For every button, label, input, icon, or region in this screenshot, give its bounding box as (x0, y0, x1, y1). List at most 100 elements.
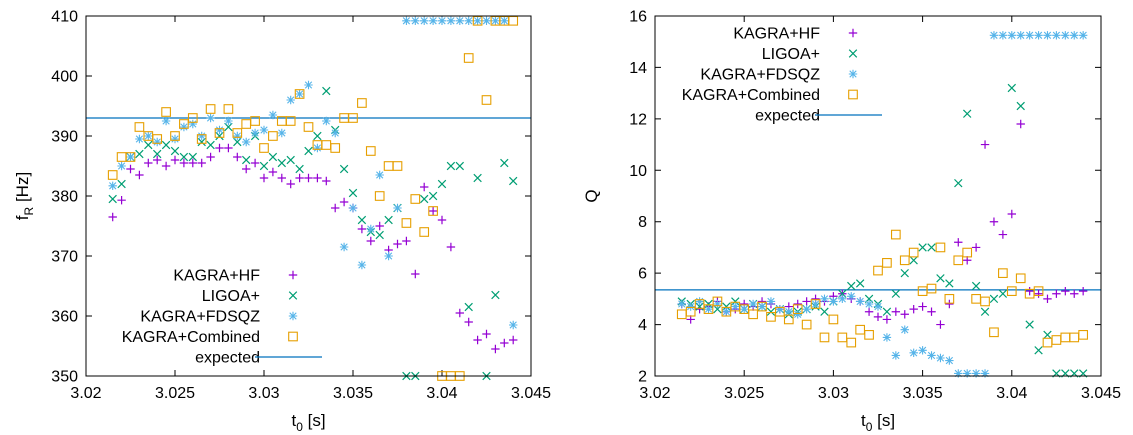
y-tick-label: 8 (638, 214, 647, 231)
data-point (170, 146, 180, 156)
data-point (241, 119, 252, 129)
data-point (161, 116, 171, 126)
data-point (918, 243, 927, 252)
data-point (277, 173, 286, 183)
x-tick-label: 3.035 (333, 385, 373, 402)
y-tick-label: 2 (638, 369, 647, 386)
data-point (304, 173, 313, 183)
data-point (757, 301, 767, 312)
data-point (277, 128, 286, 138)
data-point (197, 131, 206, 141)
x-tick-label: 3.035 (903, 385, 943, 402)
data-point (242, 137, 251, 147)
data-point (233, 131, 242, 141)
data-point (197, 158, 206, 168)
data-point (179, 119, 189, 129)
data-point (135, 134, 144, 144)
data-point (366, 236, 375, 246)
data-point (108, 194, 117, 204)
legend-marker (848, 49, 858, 58)
data-point (864, 330, 874, 340)
data-point (455, 161, 465, 171)
data-point (473, 16, 482, 25)
data-point (205, 104, 216, 114)
data-point (383, 161, 394, 171)
data-point (890, 229, 901, 240)
data-point (187, 113, 198, 123)
data-point (357, 260, 367, 270)
data-point (1070, 31, 1079, 40)
data-point (224, 122, 233, 132)
data-point (117, 179, 126, 189)
data-point (170, 155, 180, 165)
data-point (1070, 289, 1079, 298)
data-point (206, 140, 215, 150)
data-point (286, 95, 295, 105)
data-point (286, 179, 295, 189)
data-point (125, 152, 136, 162)
data-point (1043, 330, 1052, 340)
series-kagra-fdsqz (677, 31, 1088, 378)
data-point (1015, 273, 1026, 284)
data-point (900, 310, 909, 319)
data-point (277, 158, 287, 168)
data-point (215, 143, 224, 153)
panel-q-vs-t0: 3.02 3.025 3.03 3.035 3.04 3.045 2 4 6 8 10 12 14 16 K… (582, 9, 1121, 435)
data-point (882, 258, 892, 268)
data-point (820, 307, 829, 316)
data-point (1016, 101, 1025, 111)
data-point (820, 294, 829, 304)
data-point (847, 281, 856, 291)
data-point (811, 299, 820, 309)
data-point (473, 173, 482, 183)
data-point (322, 116, 331, 126)
data-point (909, 304, 918, 314)
data-point (882, 307, 892, 316)
data-point (783, 314, 794, 325)
x-tick-label: 3.045 (511, 385, 551, 402)
data-point (838, 294, 847, 304)
data-point (899, 255, 910, 266)
data-point (971, 369, 981, 378)
data-point (1034, 31, 1043, 40)
data-point (864, 299, 874, 309)
data-point (428, 206, 438, 216)
data-point (819, 332, 830, 343)
data-point (348, 113, 358, 123)
data-point (908, 247, 919, 258)
data-point (331, 203, 340, 213)
y-tick-label: 6 (638, 266, 647, 283)
data-point (1043, 294, 1052, 304)
data-point (1025, 320, 1034, 329)
data-point (152, 134, 163, 144)
data-point (695, 297, 704, 306)
y-axis-label-main: Q (582, 189, 601, 202)
data-point (348, 203, 358, 213)
data-point (322, 176, 331, 186)
data-point (873, 265, 883, 276)
data-point (339, 197, 349, 207)
data-point (437, 215, 447, 225)
data-point (384, 251, 393, 261)
data-point (704, 304, 713, 314)
data-point (188, 119, 197, 129)
y-tick-label: 380 (51, 189, 78, 206)
x-tick-label: 3.025 (155, 385, 195, 402)
y-tick-label: 16 (629, 9, 647, 26)
data-point (989, 327, 999, 338)
x-tick-label: 3.025 (724, 385, 764, 402)
data-point (241, 155, 251, 165)
data-point (509, 320, 518, 330)
data-point (304, 80, 313, 90)
data-point (188, 158, 197, 168)
y-tick-label: 4 (638, 317, 647, 334)
legend-label: LIGOA+ (202, 288, 260, 305)
plot-frame (654, 15, 1102, 377)
data-point (998, 31, 1008, 40)
data-point (1043, 31, 1052, 40)
legend-marker (288, 291, 298, 300)
data-point (259, 173, 269, 183)
data-point (206, 113, 215, 123)
data-point (464, 317, 473, 327)
